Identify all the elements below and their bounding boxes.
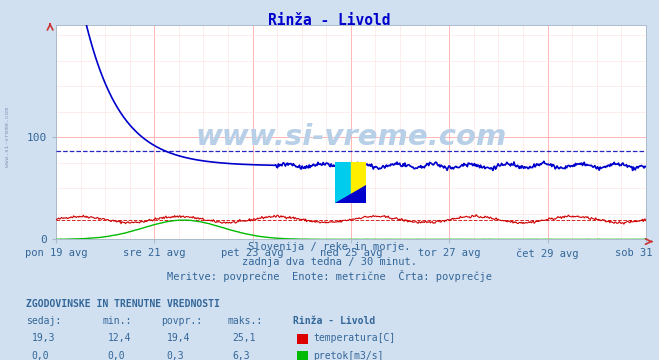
Text: Slovenija / reke in morje.: Slovenija / reke in morje. [248,242,411,252]
Text: ZGODOVINSKE IN TRENUTNE VREDNOSTI: ZGODOVINSKE IN TRENUTNE VREDNOSTI [26,299,220,309]
Text: temperatura[C]: temperatura[C] [313,333,395,343]
Text: Rinža - Livold: Rinža - Livold [293,316,376,326]
Text: povpr.:: povpr.: [161,316,202,326]
Text: 25,1: 25,1 [233,333,256,343]
Text: 0,0: 0,0 [107,351,125,360]
Text: Meritve: povprečne  Enote: metrične  Črta: povprečje: Meritve: povprečne Enote: metrične Črta:… [167,270,492,283]
Text: 19,4: 19,4 [167,333,190,343]
Text: 0,0: 0,0 [32,351,49,360]
Text: 0,3: 0,3 [167,351,185,360]
Bar [351,162,366,203]
Text: min.:: min.: [102,316,132,326]
Text: Rinža - Livold: Rinža - Livold [268,13,391,28]
Text: www.si-vreme.com: www.si-vreme.com [195,123,507,150]
Text: zadnja dva tedna / 30 minut.: zadnja dva tedna / 30 minut. [242,257,417,267]
Text: sedaj:: sedaj: [26,316,61,326]
Text: 19,3: 19,3 [32,333,55,343]
Text: 6,3: 6,3 [233,351,250,360]
Bar [335,162,351,203]
Text: pretok[m3/s]: pretok[m3/s] [313,351,384,360]
Text: www.si-vreme.com: www.si-vreme.com [5,107,11,167]
Text: maks.:: maks.: [227,316,262,326]
Text: 12,4: 12,4 [107,333,131,343]
Polygon shape [335,185,366,203]
